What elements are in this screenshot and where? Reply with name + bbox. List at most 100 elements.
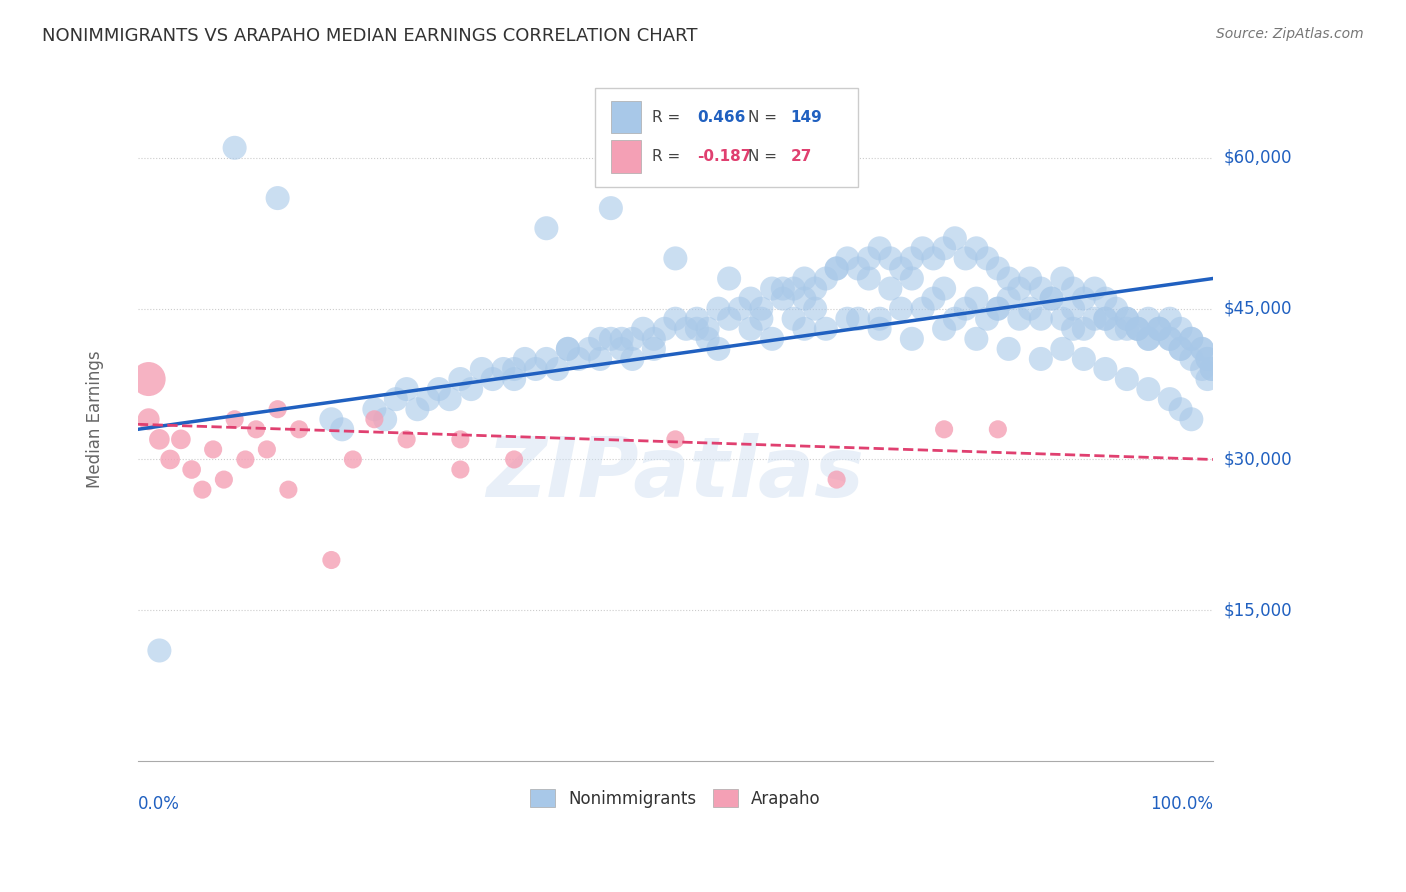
Point [643,342,665,356]
Point [846,311,869,326]
Point [1029,351,1052,366]
Point [911,241,934,255]
Point [321,553,343,567]
Point [761,332,783,346]
Point [449,433,471,447]
Point [266,191,288,205]
Point [621,351,644,366]
Point [922,252,945,266]
Point [1126,322,1149,336]
Point [1115,372,1137,386]
Point [1115,311,1137,326]
Point [1159,332,1181,346]
Point [224,412,246,426]
Point [696,322,718,336]
Point [363,412,385,426]
Point [890,261,912,276]
Point [1159,392,1181,406]
Point [1147,322,1170,336]
Point [503,452,526,467]
Point [890,301,912,316]
Point [782,282,804,296]
Point [492,362,515,376]
Point [987,261,1010,276]
Point [439,392,461,406]
Point [1019,271,1042,285]
Point [1197,372,1219,386]
Point [740,292,762,306]
Point [825,261,848,276]
Point [901,271,924,285]
Point [385,392,408,406]
Point [675,322,697,336]
Point [782,311,804,326]
Point [599,201,621,215]
Point [148,643,170,657]
Point [503,372,526,386]
Point [1180,412,1202,426]
Point [965,241,987,255]
Point [1191,342,1213,356]
Point [718,311,741,326]
Point [1170,342,1192,356]
Point [374,412,396,426]
Point [943,311,966,326]
Point [363,402,385,417]
Point [266,402,288,417]
Point [191,483,214,497]
Point [643,332,665,346]
Point [814,322,837,336]
Point [728,301,751,316]
Point [568,351,591,366]
Point [1094,362,1116,376]
Point [589,351,612,366]
Point [1137,332,1160,346]
Point [1062,282,1084,296]
Point [751,311,773,326]
Point [664,252,686,266]
Point [170,433,193,447]
Point [654,322,676,336]
Point [235,452,257,467]
Point [1126,322,1149,336]
Point [1052,311,1074,326]
Point [557,342,579,356]
Text: ZIPatlas: ZIPatlas [486,434,865,515]
Point [1052,271,1074,285]
Point [955,252,977,266]
Point [707,301,730,316]
Point [427,382,450,396]
Point [965,292,987,306]
Point [1019,301,1042,316]
Point [869,322,891,336]
Point [879,252,901,266]
Point [997,292,1019,306]
Point [1094,311,1116,326]
Point [1180,351,1202,366]
Point [997,271,1019,285]
Point [965,332,987,346]
Point [761,282,783,296]
Point [449,462,471,476]
Point [503,362,526,376]
Point [987,301,1010,316]
Point [997,342,1019,356]
Point [589,332,612,346]
Point [664,433,686,447]
Point [987,422,1010,436]
Point [1084,282,1107,296]
Point [631,322,654,336]
Point [1147,322,1170,336]
Point [1008,311,1031,326]
Point [330,422,353,436]
Point [557,342,579,356]
Point [342,452,364,467]
Point [804,282,827,296]
Text: Median Earnings: Median Earnings [86,351,104,488]
Point [621,332,644,346]
Point [1029,282,1052,296]
Point [707,342,730,356]
Point [610,342,633,356]
Point [1115,322,1137,336]
Text: NONIMMIGRANTS VS ARAPAHO MEDIAN EARNINGS CORRELATION CHART: NONIMMIGRANTS VS ARAPAHO MEDIAN EARNINGS… [42,27,697,45]
